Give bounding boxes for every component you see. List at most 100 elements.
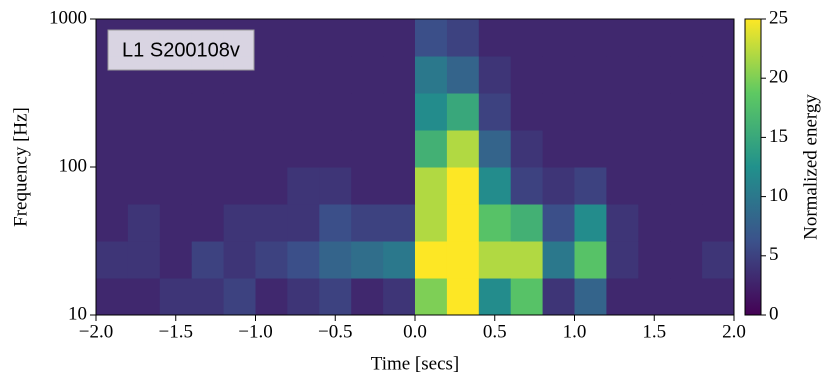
heatmap-cell (159, 278, 193, 316)
heatmap-cell (96, 241, 129, 279)
heatmap-cell (638, 19, 671, 57)
x-tick-label: −2.0 (79, 321, 113, 342)
heatmap-cell (383, 241, 416, 279)
heatmap-cell (702, 56, 735, 94)
heatmap-cell (127, 130, 161, 168)
heatmap-cell (159, 130, 193, 168)
heatmap-cell (446, 19, 480, 57)
heatmap-cell (606, 241, 639, 279)
heatmap-cell (542, 241, 575, 279)
heatmap-cell (96, 204, 129, 242)
colorbar-tick-label: 0 (769, 303, 779, 324)
heatmap-cell (702, 167, 735, 205)
heatmap-cell (255, 19, 288, 57)
y-axis-label: Frequency [Hz] (10, 107, 31, 227)
heatmap-cell (638, 204, 671, 242)
heatmap-cell (255, 241, 288, 279)
heatmap-cell (319, 19, 352, 57)
heatmap-cell (542, 130, 575, 168)
heatmap-cell (606, 167, 639, 205)
heatmap-cell (478, 278, 512, 316)
heatmap-cell (287, 19, 320, 57)
heatmap-cell (446, 278, 480, 316)
heatmap-cell (383, 278, 416, 316)
heatmap-cell (606, 278, 639, 316)
heatmap-cell (351, 93, 384, 131)
heatmap-cell (574, 56, 607, 94)
heatmap-cell (127, 93, 161, 131)
heatmap-cell (415, 19, 448, 57)
heatmap-cell (255, 278, 288, 316)
heatmap-cell (606, 19, 639, 57)
heatmap-cell (702, 130, 735, 168)
heatmap-cell (638, 56, 671, 94)
heatmap-cell (446, 204, 480, 242)
heatmap-cell (351, 204, 384, 242)
heatmap-cell (223, 167, 256, 205)
heatmap-cell (319, 56, 352, 94)
heatmap-cell (574, 241, 607, 279)
heatmap-cell (638, 241, 671, 279)
heatmap-cell (415, 241, 448, 279)
heatmap-cell (702, 93, 735, 131)
heatmap-cell (351, 167, 384, 205)
heatmap-cell (127, 167, 161, 205)
heatmap-cell (510, 241, 544, 279)
heatmap-cell (223, 278, 256, 316)
heatmap-cell (127, 241, 161, 279)
heatmap-cell (446, 130, 480, 168)
heatmap-cell (510, 167, 544, 205)
heatmap-cell (191, 167, 225, 205)
heatmap-cell (574, 167, 607, 205)
heatmap-cell (702, 278, 735, 316)
heatmap-cell (223, 241, 256, 279)
x-tick-label: −0.5 (318, 321, 352, 342)
x-tick-label: 1.5 (642, 321, 666, 342)
heatmap-cell (638, 130, 671, 168)
heatmap-cell (542, 93, 575, 131)
heatmap-cell (287, 278, 320, 316)
heatmap-cell (287, 130, 320, 168)
heatmap-cell (510, 56, 544, 94)
heatmap-cell (287, 93, 320, 131)
heatmap-cell (702, 19, 735, 57)
heatmap-cell (191, 278, 225, 316)
heatmap-cell (670, 167, 703, 205)
heatmap-cell (96, 130, 129, 168)
heatmap-cell (415, 130, 448, 168)
heatmap-cell (415, 278, 448, 316)
heatmap-cell (510, 278, 544, 316)
colorbar-tick-label: 15 (769, 126, 788, 147)
heatmap-cell (606, 93, 639, 131)
heatmap-cell (478, 130, 512, 168)
heatmap-cell (542, 278, 575, 316)
heatmap-cell (638, 93, 671, 131)
heatmap-cell (574, 278, 607, 316)
heatmap-cell (510, 130, 544, 168)
heatmap-cell (191, 241, 225, 279)
annotation-box (107, 29, 255, 71)
heatmap-cell (542, 204, 575, 242)
heatmap-cell (255, 167, 288, 205)
x-tick-label: −1.5 (159, 321, 193, 342)
heatmap-cell (287, 56, 320, 94)
annotation: L1 S200108v (122, 39, 240, 61)
heatmap-cell (542, 167, 575, 205)
heatmap-cell (127, 278, 161, 316)
heatmap-cell (510, 204, 544, 242)
heatmap-cell (319, 241, 352, 279)
heatmap-cell (383, 56, 416, 94)
heatmap-cell (510, 19, 544, 57)
heatmap-cell (446, 93, 480, 131)
heatmap-cell (446, 167, 480, 205)
heatmap-cell (351, 278, 384, 316)
heatmap-cell (606, 204, 639, 242)
heatmap-cell (670, 56, 703, 94)
heatmap-cell (96, 278, 129, 316)
x-tick-label: 0.0 (403, 321, 427, 342)
heatmap-cell (670, 241, 703, 279)
heatmap-cell (638, 167, 671, 205)
heatmap-cell (287, 167, 320, 205)
